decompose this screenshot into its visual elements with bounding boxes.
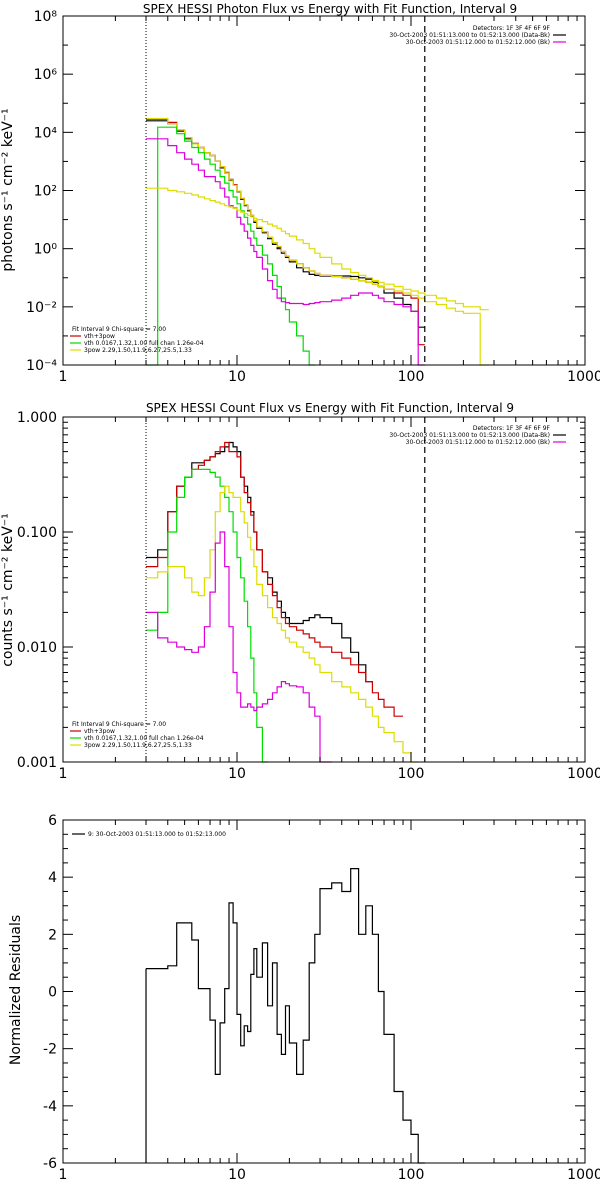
x-tick-label: 1 — [59, 1167, 68, 1183]
x-tick-label: 100 — [398, 766, 425, 782]
plot-frame — [62, 819, 586, 1164]
residuals-y-label: Normalized Residuals — [8, 915, 24, 1065]
photon-flux-fit-legend: Fit Interval 9 Chi-square = 7.00 vth+3po… — [72, 326, 204, 354]
y-tick-label: 10⁰ — [34, 242, 58, 258]
series-line-2 — [146, 468, 268, 763]
x-tick-label: 1 — [59, 369, 68, 385]
y-tick-label: 0.001 — [17, 755, 57, 771]
x-tick-label: 1000 — [567, 369, 600, 385]
series-line-0 — [146, 120, 425, 328]
y-tick-label: 4 — [48, 870, 57, 886]
y-tick-label: 0.010 — [17, 640, 57, 656]
legend-bk-interval: 30-Oct-2003 01:51:12.000 to 01:52:12.000… — [406, 439, 550, 446]
series-line-4 — [146, 531, 332, 763]
y-tick-label: 0 — [48, 985, 57, 1001]
x-tick-label: 1 — [59, 766, 68, 782]
legend-data-interval: 30-Oct-2003 01:51:13.000 to 01:52:13.000… — [389, 32, 550, 39]
series-line-0 — [146, 868, 425, 1164]
count-flux-fit-legend: Fit Interval 9 Chi-square = 7.00 vth+3po… — [72, 721, 204, 749]
count-flux-title: SPEX HESSI Count Flux vs Energy with Fit… — [146, 401, 514, 415]
legend-detectors: Detectors: 1F 3F 4F 6F 9F — [473, 25, 551, 32]
y-tick-label: 10⁸ — [34, 9, 58, 25]
series-line-5 — [146, 187, 489, 311]
legend-bk-interval: 30-Oct-2003 01:51:12.000 to 01:52:12.000… — [406, 39, 550, 46]
x-tick-label: 1000 — [567, 1167, 600, 1183]
x-tick-label: 10 — [228, 766, 246, 782]
y-tick-label: 6 — [48, 813, 57, 829]
x-tick-label: 100 — [398, 369, 425, 385]
x-tick-label: 10 — [228, 369, 246, 385]
legend-fit-thermal: vth 0.0167,1.32,1.00 full chan 1.26e-04 — [84, 340, 204, 347]
legend-fit-thick: 3pow 2.29,1.50,11.9,6.27,25.5,1.33 — [84, 347, 192, 354]
x-tick-label: 10 — [228, 1167, 246, 1183]
legend-fit-interval: Fit Interval 9 Chi-square = 7.00 — [72, 326, 166, 333]
photon-flux-title: SPEX HESSI Photon Flux vs Energy with Fi… — [143, 2, 517, 16]
y-tick-label: 10⁻⁴ — [26, 358, 57, 374]
photon-flux-legend: Detectors: 1F 3F 4F 6F 9F 30-Oct-2003 01… — [389, 25, 550, 46]
x-tick-label: 100 — [398, 1167, 425, 1183]
legend-fit-total: vth+3pow — [84, 728, 115, 735]
series-line-2 — [146, 117, 489, 366]
y-tick-label: 10⁶ — [34, 67, 58, 83]
series-line-1 — [146, 441, 403, 717]
legend-fit-thermal: vth 0.0167,1.32,1.00 full chan 1.26e-04 — [84, 735, 204, 742]
y-tick-label: 10⁻² — [26, 300, 57, 316]
legend-fit-interval: Fit Interval 9 Chi-square = 7.00 — [72, 721, 166, 728]
y-tick-label: -6 — [43, 1156, 57, 1172]
legend-detectors: Detectors: 1F 3F 4F 6F 9F — [473, 425, 551, 432]
y-tick-label: -4 — [43, 1099, 57, 1115]
plot-frame — [62, 15, 586, 366]
legend-data-interval: 30-Oct-2003 01:51:13.000 to 01:52:13.000… — [389, 432, 550, 439]
y-tick-label: 10⁴ — [34, 125, 58, 141]
photon-flux-panel: SPEX HESSI Photon Flux vs Energy with Fi… — [0, 2, 600, 385]
legend-fit-total: vth+3pow — [84, 333, 115, 340]
count-flux-legend: Detectors: 1F 3F 4F 6F 9F 30-Oct-2003 01… — [389, 425, 550, 446]
count-flux-panel: SPEX HESSI Count Flux vs Energy with Fit… — [0, 401, 600, 782]
series-line-3 — [146, 126, 315, 366]
x-tick-label: 1000 — [567, 766, 600, 782]
plot-frame — [62, 416, 586, 763]
residuals-legend: 9: 30-Oct-2003 01:51:13.000 to 01:52:13.… — [88, 831, 226, 838]
count-flux-y-label: counts s⁻¹ cm⁻² keV⁻¹ — [0, 513, 16, 667]
y-tick-label: 1.000 — [17, 410, 57, 426]
y-tick-label: -2 — [43, 1042, 57, 1058]
series-line-3 — [146, 485, 419, 763]
legend-fit-thick: 3pow 2.29,1.50,11.9,6.27,25.5,1.33 — [84, 742, 192, 749]
series-line-4 — [146, 138, 425, 366]
y-tick-label: 0.100 — [17, 525, 57, 541]
series-line-0 — [146, 441, 373, 683]
y-tick-label: 2 — [48, 927, 57, 943]
residuals-panel: Normalized Residuals 1 10 100 1000 -6 -4 -2 0 2 4… — [8, 813, 600, 1183]
y-tick-label: 10² — [34, 184, 57, 200]
photon-flux-y-label: photons s⁻¹ cm⁻² keV⁻¹ — [0, 108, 16, 271]
